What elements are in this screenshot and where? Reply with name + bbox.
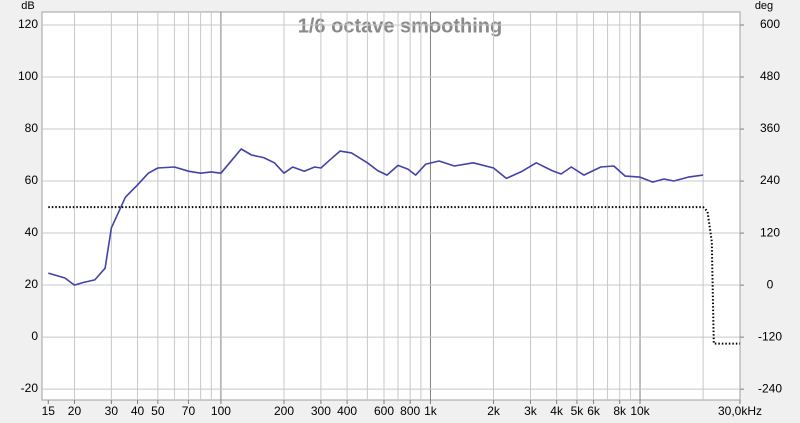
y2-tick-label: 600 [760,17,780,31]
x-tick-label: 20 [68,404,82,418]
x-tick-label: 4k [550,404,564,418]
x-tick-label: 30,0kHz [718,404,762,418]
y-tick-label: 0 [31,329,38,343]
series-line [48,206,740,345]
y2-tick-label: 0 [767,277,774,291]
x-tick-label: 400 [337,404,357,418]
x-tick-label: 200 [274,404,294,418]
y-tick-label: 100 [18,69,38,83]
y-tick-label: 120 [18,17,38,31]
x-tick-label: 6k [587,404,601,418]
y2-tick-label: 360 [760,121,780,135]
series-line [48,148,704,286]
x-tick-label: 8k [613,404,627,418]
x-tick-label: 100 [211,404,231,418]
x-tick-label: 30 [105,404,119,418]
x-tick-label: 600 [374,404,394,418]
y2-tick-label: 120 [760,225,780,239]
y-tick-label: 20 [25,277,39,291]
x-tick-label: 5k [571,404,585,418]
y2-tick-label: -120 [758,329,782,343]
x-tick-label: 15 [42,404,56,418]
y2-axis-label: deg [755,0,773,12]
y-tick-label: 40 [25,225,39,239]
x-tick-label: 300 [311,404,331,418]
x-tick-label: 40 [131,404,145,418]
y2-tick-label: -240 [758,381,782,395]
y-tick-label: -20 [21,381,39,395]
y-axis-label: dB [21,0,34,12]
plot-area [41,11,741,401]
x-tick-label: 50 [151,404,165,418]
y2-tick-label: 480 [760,69,780,83]
y-tick-label: 80 [25,121,39,135]
x-tick-label: 1k [424,404,438,418]
y2-tick-label: 240 [760,173,780,187]
y-tick-label: 60 [25,173,39,187]
x-tick-label: 10k [630,404,650,418]
x-tick-label: 3k [524,404,538,418]
x-tick-label: 70 [182,404,196,418]
x-tick-label: 2k [487,404,501,418]
x-tick-label: 800 [400,404,420,418]
chart-title: 1/6 octave smoothing [298,15,503,37]
